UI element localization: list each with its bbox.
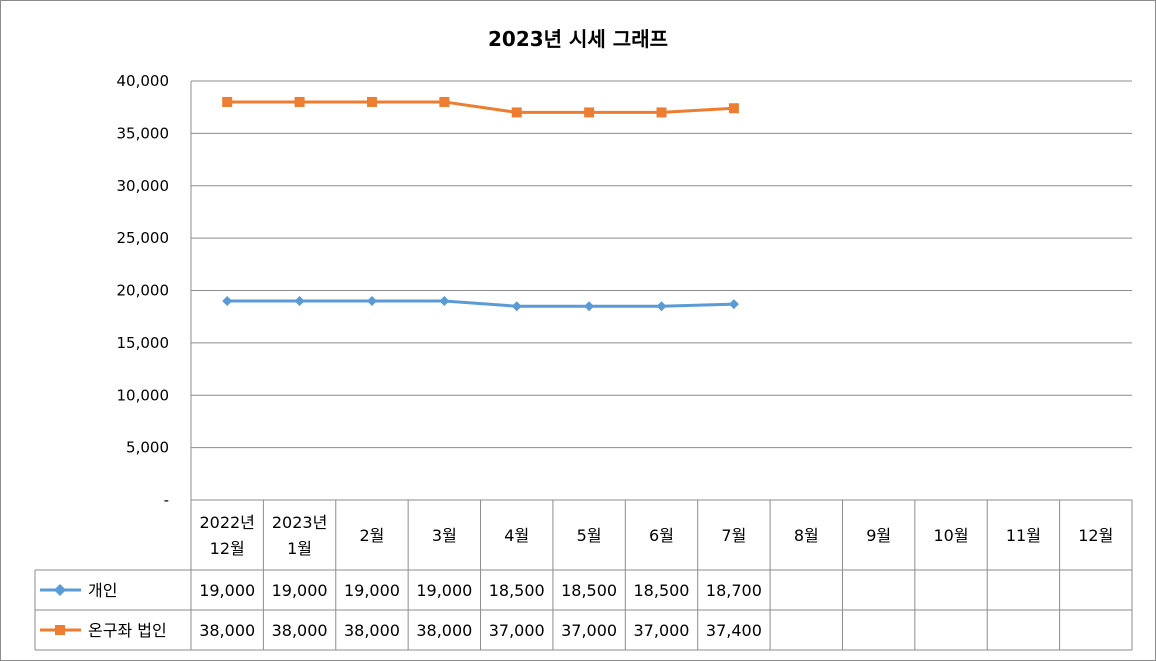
table-cell-value: 38,000	[416, 621, 472, 640]
plot-series	[222, 96, 739, 312]
series-line	[227, 100, 734, 114]
table-cell-value: 38,000	[344, 621, 400, 640]
x-tick-label: 11월	[1006, 526, 1041, 545]
table-cell-value: 19,000	[272, 581, 328, 600]
series-line	[227, 299, 734, 308]
legend-series-name: 개인	[88, 581, 117, 600]
chart-title: 2023년 시세 그래프	[488, 27, 668, 51]
data-table: 2022년 12월 2023년 1월 2월 3월 4월 5월 6월 7월 8월 9월 10월 11월 12월…	[34, 499, 1133, 651]
table-cell-value: 37,400	[706, 621, 762, 640]
data-point	[366, 96, 377, 107]
data-point	[584, 301, 595, 312]
x-tick-label: 2023년	[272, 513, 327, 532]
table-cell-value: 18,500	[561, 581, 617, 600]
data-point	[294, 96, 305, 107]
y-tick-label: 10,000	[117, 386, 170, 404]
table-cell-value: 37,000	[634, 621, 690, 640]
table-cell-value: 19,000	[416, 581, 472, 600]
x-tick-label: 3월	[432, 526, 457, 545]
data-point	[439, 96, 450, 107]
legend-key-marker	[54, 584, 66, 596]
x-tick-label: 10월	[933, 526, 968, 545]
legend-key-marker	[55, 625, 65, 635]
table-cell-value: 19,000	[199, 581, 255, 600]
table-cell-value: 37,000	[489, 621, 545, 640]
x-tick-label: 2월	[360, 526, 385, 545]
y-axis: - 5,000 10,000 15,000 20,000 25,000 30,000 35,0…	[117, 72, 170, 509]
x-tick-label: 6월	[649, 526, 674, 545]
data-point	[584, 107, 595, 118]
data-point	[511, 301, 522, 312]
data-point	[294, 295, 305, 306]
data-point	[222, 295, 233, 306]
x-tick-label: 8월	[794, 526, 819, 545]
data-point	[511, 107, 522, 118]
y-tick-label: 25,000	[117, 229, 170, 247]
data-point	[222, 96, 233, 107]
gridlines	[190, 80, 1132, 500]
y-tick-label: 15,000	[117, 334, 170, 352]
table-cell-value: 38,000	[199, 621, 255, 640]
y-tick-label: 30,000	[117, 177, 170, 195]
x-tick-label: 1월	[287, 539, 312, 558]
table-cell-value: 38,000	[272, 621, 328, 640]
table-cell-value: 18,700	[706, 581, 762, 600]
table-cell-value: 37,000	[561, 621, 617, 640]
x-tick-label: 12월	[210, 539, 245, 558]
data-point	[656, 301, 667, 312]
x-tick-label: 7월	[721, 526, 746, 545]
data-point	[728, 299, 739, 310]
y-tick-label: 20,000	[117, 282, 170, 300]
x-tick-label: 12월	[1078, 526, 1113, 545]
legend-series-name: 온구좌 법인	[88, 621, 167, 640]
table-cell-value: 18,500	[489, 581, 545, 600]
x-tick-label: 5월	[577, 526, 602, 545]
data-point	[656, 107, 667, 118]
data-point	[366, 295, 377, 306]
x-tick-label: 4월	[504, 526, 529, 545]
y-tick-label: 5,000	[126, 439, 169, 457]
table-cell-value: 19,000	[344, 581, 400, 600]
y-tick-label: -	[164, 491, 169, 509]
y-tick-label: 40,000	[117, 72, 170, 90]
y-tick-label: 35,000	[117, 124, 170, 142]
x-tick-label: 9월	[866, 526, 891, 545]
data-point	[439, 295, 450, 306]
table-cell-value: 18,500	[634, 581, 690, 600]
data-point	[728, 103, 739, 114]
x-tick-label: 2022년	[199, 513, 254, 532]
